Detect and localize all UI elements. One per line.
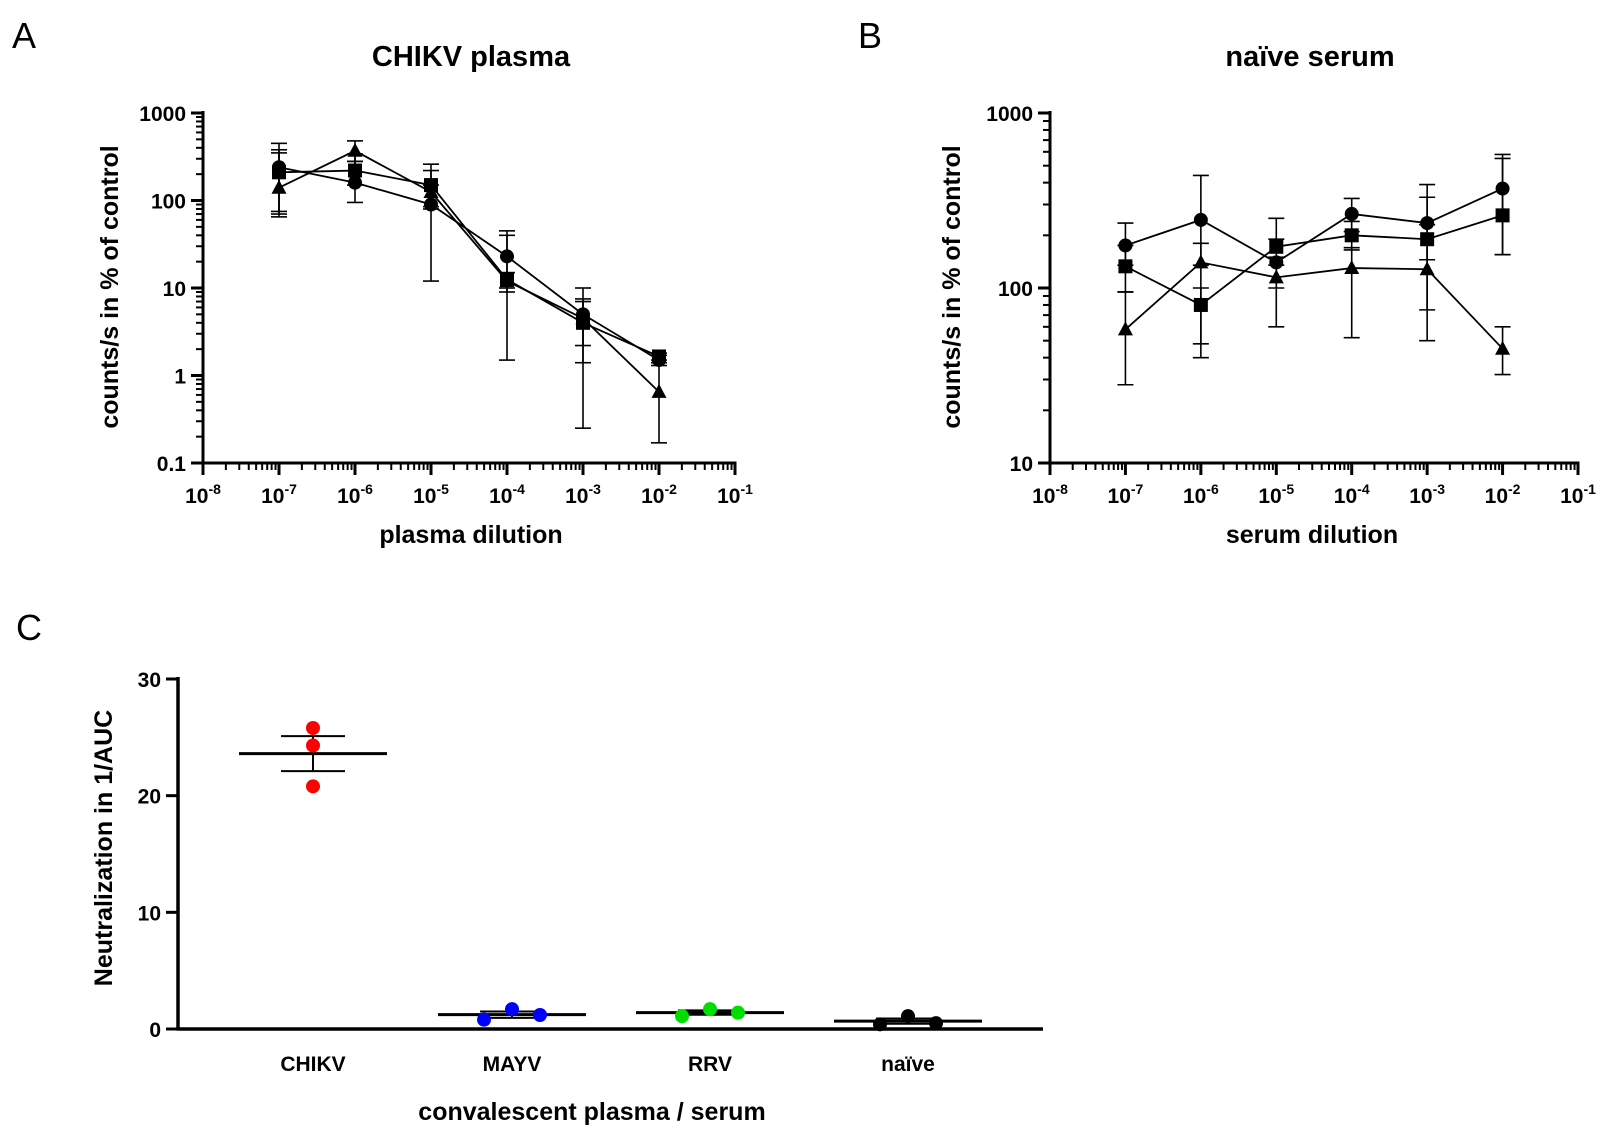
panel-c-point-chikv xyxy=(306,738,320,753)
panel-a-x-tick-label: 10-5 xyxy=(413,481,449,508)
panel-a-y-tick-label: 1000 xyxy=(139,103,186,126)
panel-b-ylabel: counts/s in % of control xyxy=(938,145,966,428)
panel-b-title: naïve serum xyxy=(1225,41,1394,73)
panel-c-y-tick-label: 20 xyxy=(138,786,161,809)
panel-b-x-tick-label: 10-1 xyxy=(1560,481,1596,508)
panel-c-point-naïve xyxy=(901,1009,915,1024)
panel-a-x-tick-label: 10-1 xyxy=(717,481,753,508)
panel-b-series-line-square xyxy=(1125,214,1503,307)
panel-c-point-chikv xyxy=(306,721,320,735)
panel-b-letter: B xyxy=(858,15,882,56)
panel-b-x-tick-label: 10-4 xyxy=(1334,481,1370,508)
panel-c-point-naïve xyxy=(873,1017,887,1032)
panel-b-x-tick-label: 10-8 xyxy=(1032,481,1068,508)
panel-b-x-tick-label: 10-3 xyxy=(1409,481,1445,508)
panel-b-marker-triangle xyxy=(1344,260,1360,275)
panel-b-y-tick-label: 1000 xyxy=(986,103,1033,126)
panel-c-plot: 0 10 20 30 CHIKV MAYV RRV naïve xyxy=(138,669,1043,1076)
panel-a-marker-triangle xyxy=(347,142,363,157)
panel-c-ylabel: Neutralization in 1/AUC xyxy=(90,710,118,986)
panel-c-point-mayv xyxy=(505,1002,519,1017)
panel-c-point-mayv xyxy=(533,1008,547,1022)
panel-b-x-tick-label: 10-6 xyxy=(1183,481,1219,508)
panel-b-x-tick-label: 10-2 xyxy=(1485,481,1521,508)
panel-b-y-tick-label: 10 xyxy=(1010,453,1033,476)
panel-b-marker-circle xyxy=(1344,206,1359,221)
panel-a-marker-triangle xyxy=(575,310,591,325)
panel-c-point-rrv xyxy=(703,1002,717,1017)
panel-c-point-rrv xyxy=(675,1009,689,1024)
panel-b-marker-square xyxy=(1118,259,1133,274)
panel-a-xlabel: plasma dilution xyxy=(379,521,562,549)
panel-a-marker-triangle xyxy=(423,184,439,199)
panel-a-x-tick-label: 10-2 xyxy=(641,481,677,508)
panel-a-series-line-triangle xyxy=(278,149,660,393)
panel-a-series-line-circle xyxy=(278,166,660,361)
panel-a-plot: 0.1 1 10 100 1000 10-8 10-7 10-6 10-5 10-4 10-3 10-… xyxy=(139,103,753,508)
panel-c-y-tick-label: 10 xyxy=(138,902,161,925)
panel-a-series-line-square xyxy=(278,169,660,358)
panel-b-marker-triangle xyxy=(1419,261,1435,276)
panel-a-y-tick-label: 1 xyxy=(174,366,186,389)
panel-c-category-label: MAYV xyxy=(483,1053,542,1076)
panel-a-marker-square xyxy=(348,163,362,178)
panel-a-title: CHIKV plasma xyxy=(372,41,571,73)
panel-b-marker-triangle xyxy=(1193,254,1209,269)
panel-a-x-tick-label: 10-7 xyxy=(261,481,297,508)
panel-b-series-line-circle xyxy=(1125,187,1503,264)
panel-a-x-tick-label: 10-4 xyxy=(489,481,525,508)
panel-c-point-mayv xyxy=(477,1012,491,1027)
panel-b-marker-triangle xyxy=(1268,269,1284,284)
panel-c-point-naïve xyxy=(929,1016,943,1031)
panel-a-ylabel: counts/s in % of control xyxy=(96,145,124,428)
panel-a-marker-triangle xyxy=(271,179,287,194)
panel-a-letter: A xyxy=(12,15,36,56)
panel-c-point-rrv xyxy=(731,1005,745,1020)
panel-b-marker-triangle xyxy=(1117,321,1133,336)
panel-a-marker-triangle xyxy=(499,273,515,288)
panel-c-y-tick-label: 30 xyxy=(138,669,161,692)
panel-a-y-tick-label: 10 xyxy=(163,278,186,301)
panel-b-x-tick-label: 10-5 xyxy=(1258,481,1294,508)
panel-b-marker-square xyxy=(1269,239,1284,254)
panel-a-marker-square xyxy=(652,349,666,364)
panel-a-x-tick-label: 10-3 xyxy=(565,481,601,508)
panel-c-xlabel: convalescent plasma / serum xyxy=(418,1098,765,1126)
panel-b-marker-square xyxy=(1344,228,1359,243)
panel-b-series-line-triangle xyxy=(1124,261,1504,350)
panel-b-marker-triangle xyxy=(1495,340,1511,355)
panel-a-marker-triangle xyxy=(651,383,667,398)
panel-c-letter: C xyxy=(16,607,42,648)
panel-c-point-chikv xyxy=(306,779,320,794)
panel-c-category-label: CHIKV xyxy=(280,1053,345,1076)
panel-b-x-tick-label: 10-7 xyxy=(1108,481,1144,508)
panel-c-category-label: RRV xyxy=(688,1053,732,1076)
panel-a-x-tick-label: 10-8 xyxy=(185,481,221,508)
panel-b-y-tick-label: 100 xyxy=(998,278,1033,301)
panel-c-y-tick-label: 0 xyxy=(149,1019,161,1042)
panel-a-y-tick-label: 0.1 xyxy=(157,453,187,476)
panel-b-plot: 10 100 1000 10-8 10-7 10-6 10-5 10-4 10-3 10-2 10-… xyxy=(986,103,1596,508)
panel-c-category-label: naïve xyxy=(881,1053,935,1076)
panel-a-y-tick-label: 100 xyxy=(151,191,186,214)
panel-b-marker-circle xyxy=(1193,212,1208,227)
panel-b-marker-square xyxy=(1495,208,1510,223)
panel-b-xlabel: serum dilution xyxy=(1226,521,1398,549)
panel-a-x-tick-label: 10-6 xyxy=(337,481,373,508)
